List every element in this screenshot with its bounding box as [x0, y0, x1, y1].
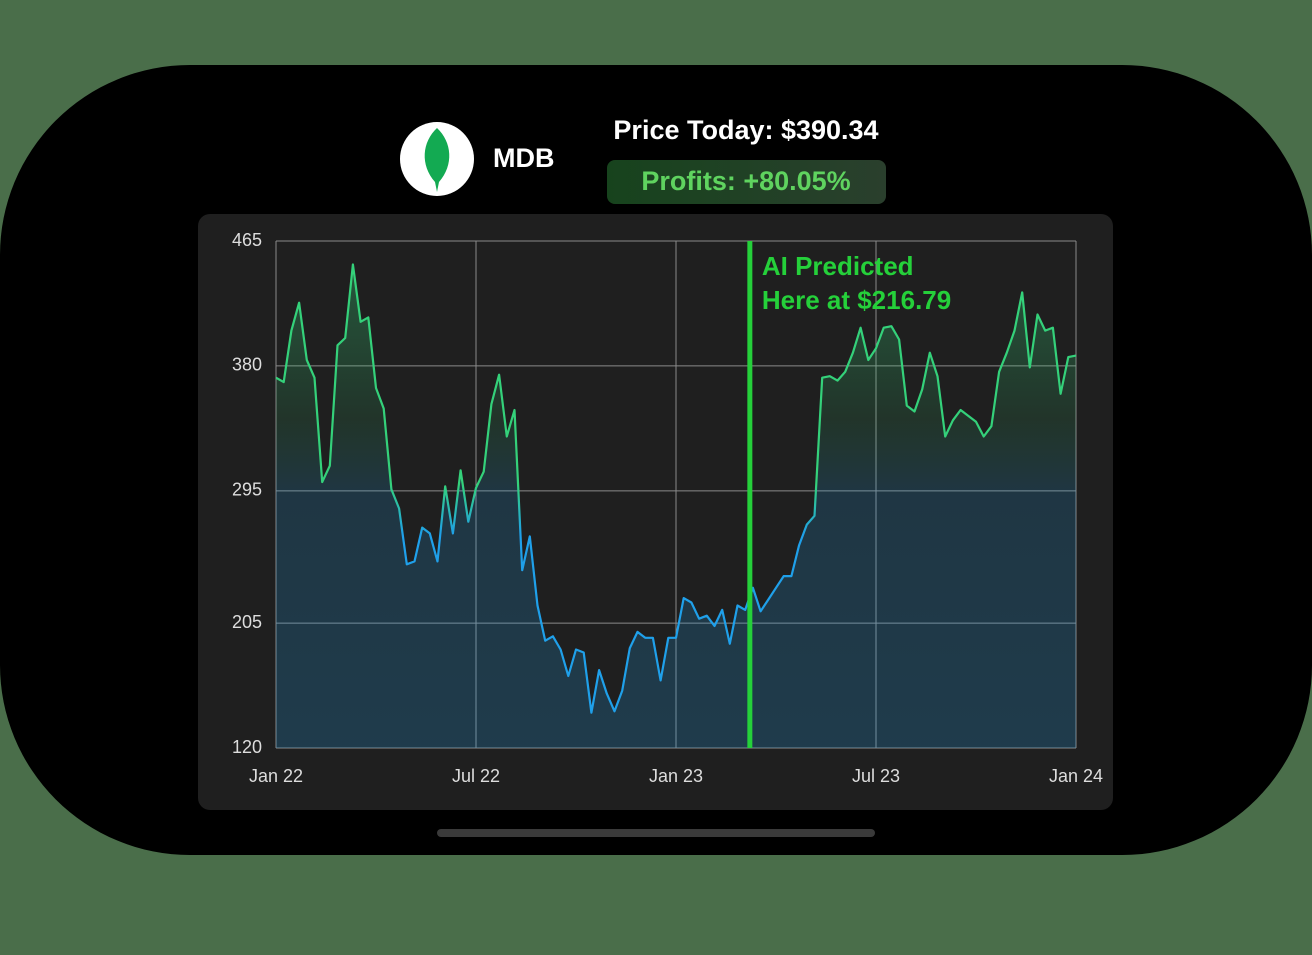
y-tick-label: 205 [232, 612, 262, 632]
price: Price Today: $390.34 [613, 115, 878, 145]
price-line [275, 263, 1077, 714]
x-tick-label: Jan 22 [249, 766, 303, 786]
area [276, 264, 1076, 748]
home-indicator [437, 829, 875, 837]
profits: Profits: +80.05% [641, 166, 850, 196]
symbol: MDB [493, 143, 555, 173]
x-tick-label: Jan 23 [649, 766, 703, 786]
x-tick-label: Jul 23 [852, 766, 900, 786]
x-tick-label: Jan 24 [1049, 766, 1103, 786]
y-tick-label: 295 [232, 480, 262, 500]
y-tick-label: 380 [232, 355, 262, 375]
annotation-text: AI Predicted [762, 251, 914, 281]
profits-badge [607, 160, 886, 204]
x-tick-label: Jul 22 [452, 766, 500, 786]
y-tick-label: 120 [232, 737, 262, 757]
y-tick-label: 465 [232, 230, 262, 250]
logo-leaf [424, 128, 450, 192]
annotation-text: Here at $216.79 [762, 285, 951, 315]
